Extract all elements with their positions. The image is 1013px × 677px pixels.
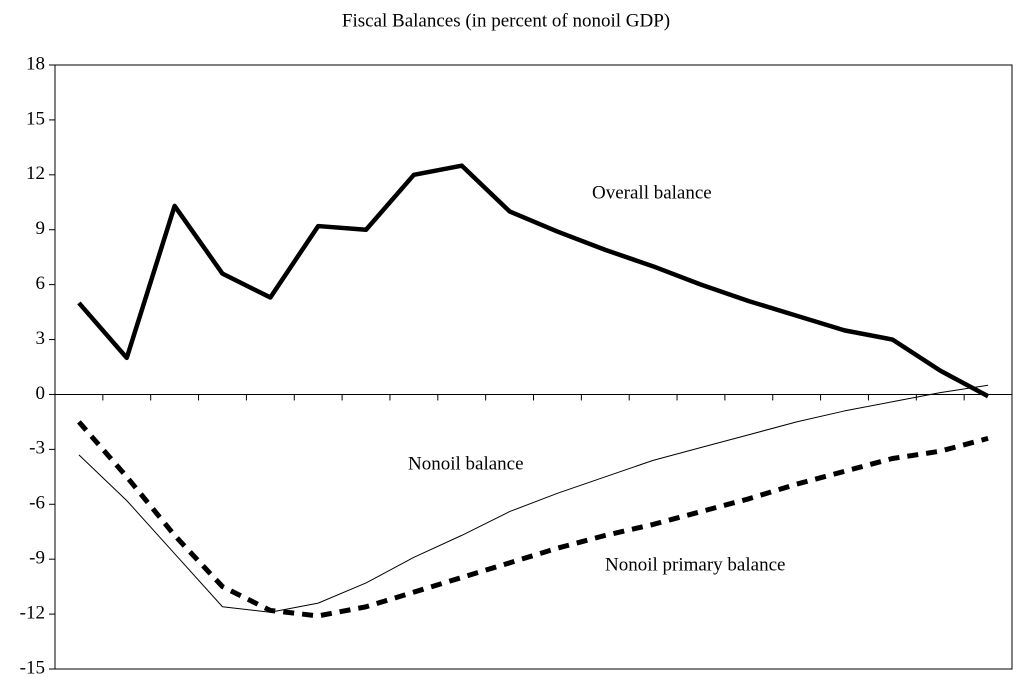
y-tick-label: 3: [36, 328, 46, 349]
series-label: Overall balance: [592, 182, 712, 203]
series-line: [77, 420, 989, 619]
y-tick-label: 0: [36, 383, 46, 404]
y-tick-label: 18: [26, 53, 45, 74]
y-tick-label: -3: [29, 438, 45, 459]
series-label: Nonoil balance: [408, 453, 524, 474]
y-tick-label: 9: [36, 218, 46, 239]
series-line: [77, 163, 990, 399]
y-tick-label: -15: [20, 657, 45, 677]
series-line: [78, 384, 989, 613]
y-tick-label: -6: [29, 493, 45, 514]
y-tick-label: -12: [20, 602, 45, 623]
y-tick-label: 6: [36, 273, 46, 294]
y-tick-label: 12: [26, 163, 45, 184]
plot-frame: [54, 64, 1013, 670]
series-label: Nonoil primary balance: [605, 554, 785, 575]
chart-title: Fiscal Balances (in percent of nonoil GD…: [342, 10, 670, 31]
y-tick-label: -9: [29, 548, 45, 569]
y-tick-label: 15: [26, 108, 45, 129]
